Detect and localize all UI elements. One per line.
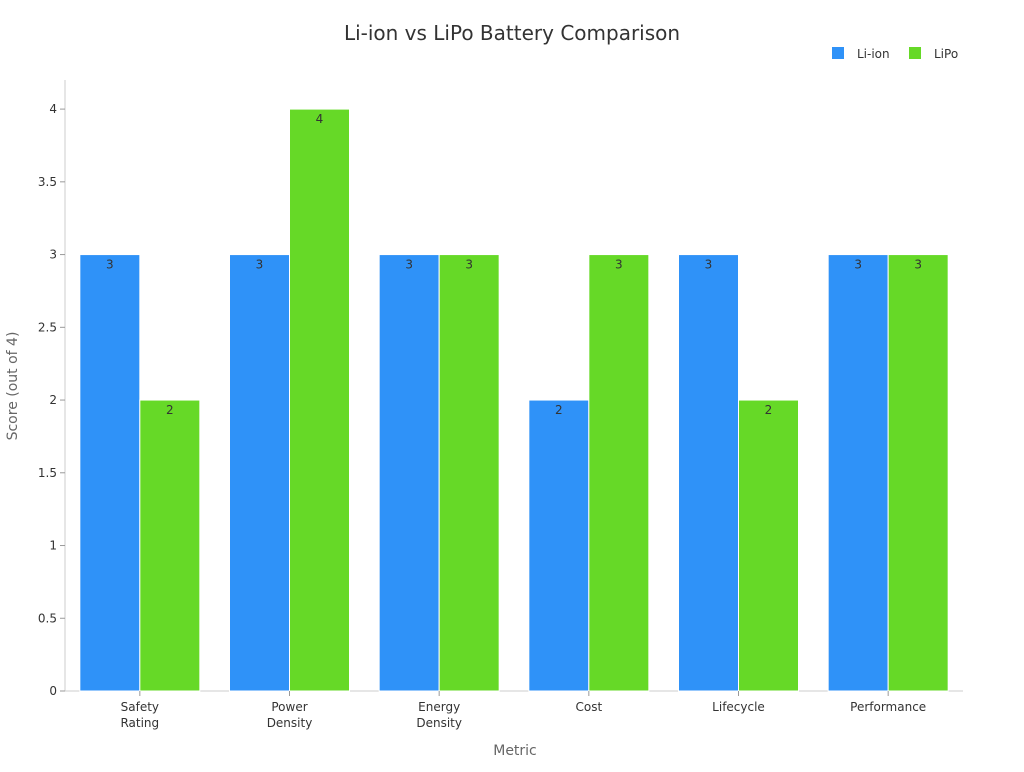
y-axis-title: Score (out of 4) [5, 332, 21, 441]
data-label: 3 [256, 258, 264, 272]
legend: Li-ion LiPo [832, 47, 958, 61]
y-tick-label: 0.5 [38, 611, 57, 625]
x-tick-label: Cost [575, 700, 602, 714]
y-tick-label: 0 [49, 684, 57, 698]
bar-lipo [887, 254, 949, 692]
plot-area: 0 0.5 1 1.5 2 2.5 3 3.5 4 3 2 Safety Rating 3 4 Power De… [38, 80, 963, 730]
data-label: 4 [316, 112, 324, 126]
x-tick-label: Lifecycle [712, 700, 765, 714]
bar-li-ion [678, 254, 739, 692]
data-label: 3 [615, 258, 623, 272]
y-tick-label: 1.5 [38, 466, 57, 480]
bar-li-ion [378, 254, 440, 692]
legend-swatch-li-ion [832, 47, 844, 59]
bar-li-ion [827, 254, 889, 692]
data-label: 2 [555, 403, 563, 417]
data-label: 3 [914, 258, 922, 272]
bar-lipo [438, 254, 500, 692]
bar-li-ion [229, 254, 290, 692]
y-tick-label: 4 [49, 102, 57, 116]
legend-label: Li-ion [857, 47, 890, 61]
y-tick-label: 3.5 [38, 175, 57, 189]
data-label: 3 [106, 258, 114, 272]
y-tick-label: 2 [49, 393, 57, 407]
bar-lipo [588, 254, 650, 692]
bar-li-ion [79, 254, 141, 692]
data-label: 3 [854, 258, 862, 272]
y-tick-label: 3 [49, 248, 57, 262]
bar-lipo [289, 108, 350, 692]
legend-label: LiPo [934, 47, 958, 61]
bar-li-ion [528, 399, 590, 692]
x-axis-title: Metric [493, 743, 537, 759]
data-label: 3 [705, 258, 713, 272]
bar-lipo [139, 399, 201, 692]
data-label: 3 [405, 258, 413, 272]
data-label: 3 [465, 258, 473, 272]
y-tick-label: 1 [49, 539, 57, 553]
x-tick-label: Performance [850, 700, 926, 714]
y-tick-label: 2.5 [38, 320, 57, 334]
data-label: 2 [765, 403, 773, 417]
x-tick-label: Energy Density [416, 700, 462, 730]
x-tick-label: Safety Rating [120, 700, 159, 730]
chart-title: Li-ion vs LiPo Battery Comparison [344, 21, 680, 45]
x-tick-label: Power Density [267, 700, 313, 730]
bar-lipo [738, 399, 799, 692]
data-label: 2 [166, 403, 174, 417]
legend-swatch-lipo [909, 47, 921, 59]
